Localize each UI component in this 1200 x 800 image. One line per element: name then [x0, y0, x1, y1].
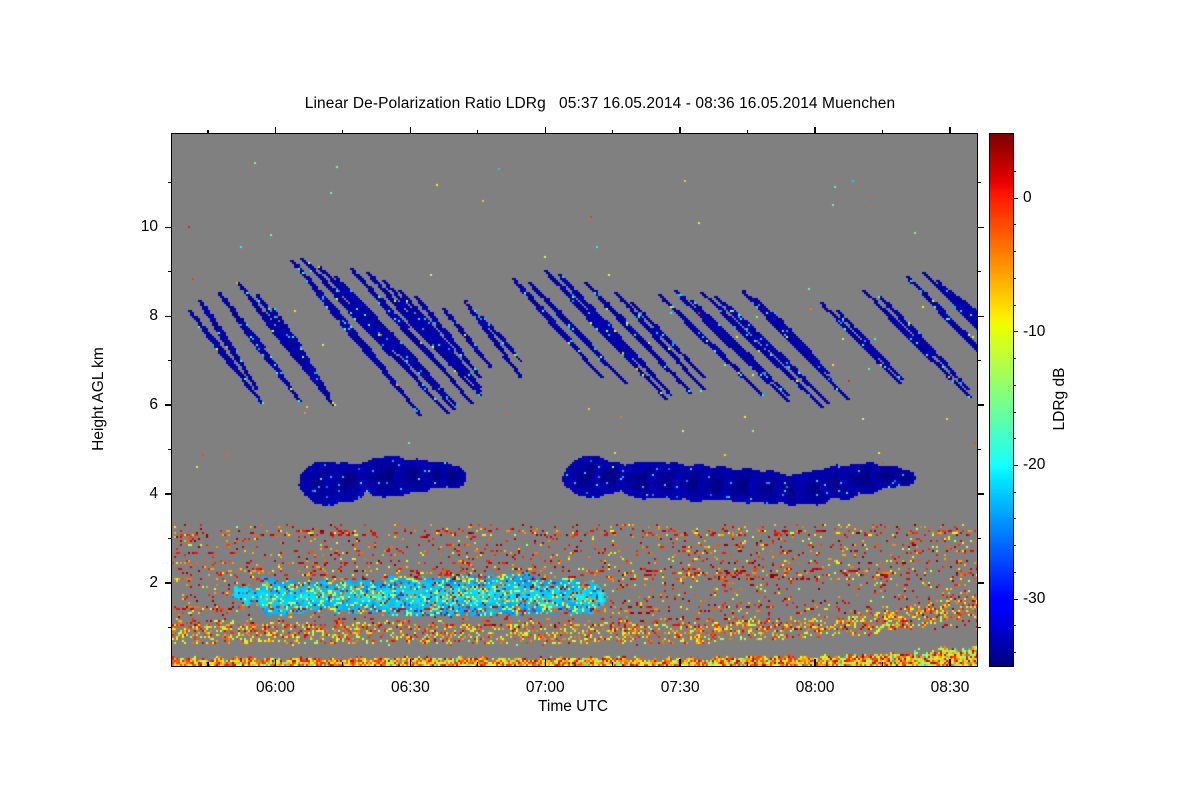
page-title: Linear De-Polarization Ratio LDRg 05:37 … [304, 95, 896, 112]
x-tick-minor [477, 130, 479, 134]
colorbar-tick-label: -10 [1023, 322, 1046, 340]
y-tick-mark [165, 226, 172, 229]
x-axis-title: Time UTC [537, 698, 609, 715]
y-tick-minor [977, 182, 981, 184]
colorbar-tick-minor [1013, 518, 1016, 520]
y-tick-mark [977, 582, 984, 584]
x-tick-label: 08:30 [930, 679, 970, 696]
y-tick-minor [168, 182, 172, 184]
x-tick-mark [814, 127, 816, 134]
colorbar-tick-minor [1013, 251, 1016, 253]
x-tick-minor [612, 130, 614, 134]
y-tick-mark [165, 582, 172, 584]
colorbar-tick-minor [1013, 625, 1016, 627]
colorbar-tick-minor [1013, 411, 1016, 413]
colorbar-tick-minor [1013, 170, 1016, 172]
y-tick-minor [168, 537, 172, 540]
x-tick-label: 07:30 [660, 679, 700, 696]
x-tick-mark [679, 659, 681, 666]
colorbar[interactable]: 0 -10 -20 -30 [989, 133, 1045, 667]
x-tick-label: 07:00 [525, 679, 565, 696]
colorbar-tick-minor [1013, 224, 1016, 226]
colorbar-tick-minor [1013, 384, 1016, 386]
heatmap-image [172, 134, 977, 666]
y-tick-mark [977, 404, 984, 406]
y-tick-minor [977, 626, 981, 628]
x-tick-mark [814, 659, 816, 666]
x-tick-minor [477, 662, 479, 666]
colorbar-tick-minor [1013, 358, 1016, 360]
colorbar-tick-label: -30 [1023, 590, 1046, 608]
y-tick-minor [977, 448, 981, 451]
x-tick-label: 08:00 [795, 679, 835, 696]
y-tick-label: 8 [149, 307, 158, 325]
colorbar-title: LDRg dB [1051, 367, 1068, 431]
colorbar-tick-minor [1013, 652, 1016, 654]
x-tick-mark [544, 659, 546, 666]
colorbar-tick-minor [1013, 571, 1016, 573]
x-tick-minor [747, 130, 749, 134]
colorbar-tick-mark [1013, 598, 1018, 600]
y-tick-minor [977, 271, 981, 273]
y-tick-minor [168, 448, 172, 451]
x-tick-mark [274, 127, 277, 134]
colorbar-tick-mark [1013, 197, 1018, 199]
x-tick-minor [207, 662, 209, 666]
x-tick-label: 06:30 [390, 679, 430, 696]
y-tick-minor [168, 360, 172, 362]
colorbar-tick-minor [1013, 491, 1016, 493]
x-tick-minor [342, 662, 344, 666]
x-tick-mark [409, 127, 412, 134]
y-tick-mark [977, 226, 984, 229]
x-tick-mark [544, 127, 546, 134]
x-tick-mark [679, 127, 681, 134]
y-axis-title: Height AGL km [90, 347, 107, 451]
x-tick-minor [342, 130, 344, 134]
y-tick-mark [165, 315, 172, 317]
colorbar-tick-minor [1013, 545, 1016, 547]
colorbar-gradient [990, 134, 1013, 666]
colorbar-tick-label: -20 [1023, 456, 1046, 474]
x-tick-mark [949, 659, 951, 666]
x-tick-mark [409, 659, 412, 666]
y-tick-label: 4 [149, 485, 158, 502]
x-tick-mark [274, 659, 277, 666]
x-tick-minor [612, 662, 614, 666]
y-tick-label: 6 [149, 396, 158, 414]
colorbar-tick-minor [1013, 438, 1016, 440]
x-tick-minor [881, 662, 884, 666]
y-tick-label: 10 [140, 218, 158, 236]
x-tick-minor [207, 130, 209, 134]
y-tick-mark [977, 493, 984, 495]
y-tick-mark [165, 404, 172, 406]
heatmap-plot-area[interactable]: 2 4 6 8 10 06:00 06:30 07:00 07:30 08:00 08:30 [141, 127, 984, 696]
y-tick-mark [977, 315, 984, 317]
y-tick-minor [168, 626, 172, 628]
colorbar-tick-mark [1013, 331, 1018, 333]
colorbar-tick-minor [1013, 304, 1016, 306]
y-tick-mark [165, 493, 172, 495]
y-tick-minor [977, 537, 981, 540]
colorbar-tick-minor [1013, 277, 1016, 279]
colorbar-tick-label: 0 [1023, 189, 1032, 207]
y-tick-minor [977, 360, 981, 362]
x-tick-minor [881, 130, 884, 134]
y-tick-label: 2 [149, 573, 158, 591]
y-tick-minor [168, 271, 172, 273]
x-tick-mark [949, 127, 951, 134]
x-tick-label: 06:00 [256, 679, 295, 696]
colorbar-tick-mark [1013, 464, 1018, 467]
x-tick-minor [747, 662, 749, 666]
